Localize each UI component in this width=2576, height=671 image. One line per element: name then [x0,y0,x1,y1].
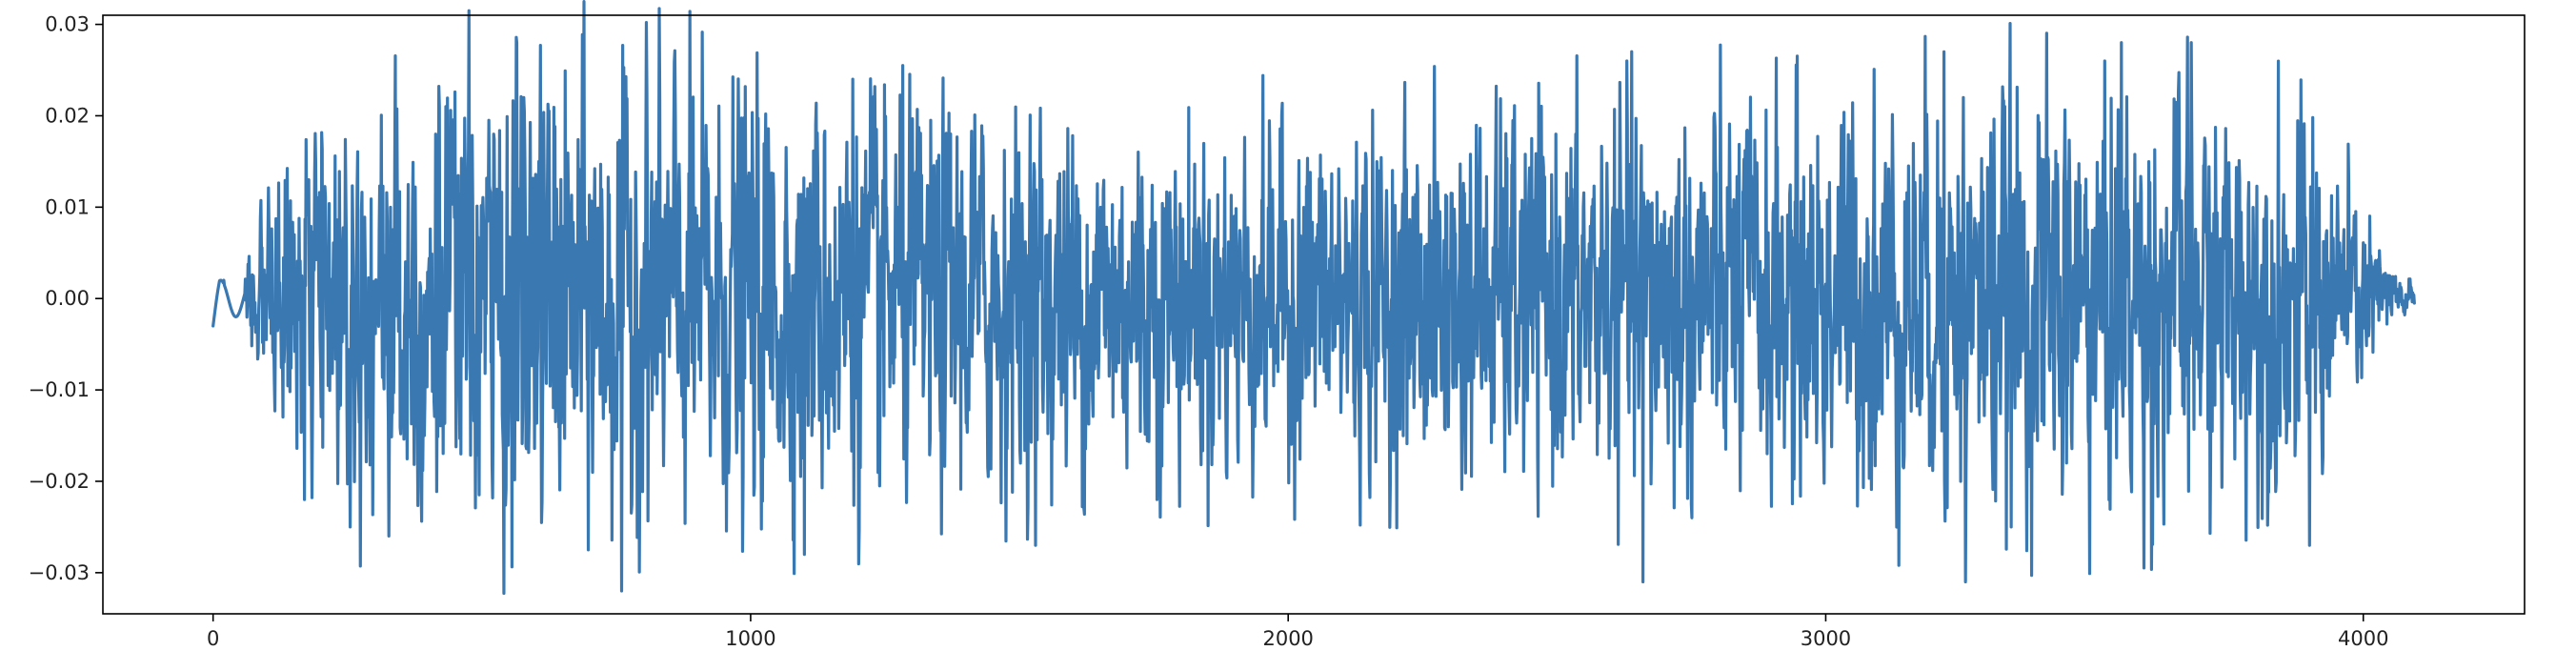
y-tick-label: 0.03 [45,13,90,36]
series-layer [211,0,2416,596]
x-tick-label: 3000 [1801,627,1851,650]
y-tick-label: 0.01 [45,195,90,218]
y-tick-label: −0.03 [29,561,90,584]
axes-frame [102,14,2526,615]
x-tick-label: 0 [207,627,219,650]
x-axis: 0 1000 2000 3000 4000 [207,614,2388,650]
x-tick-label: 1000 [725,627,775,650]
y-axis: −0.03 −0.02 −0.01 0.00 0.01 0.02 0.03 [29,13,103,584]
x-tick-label: 4000 [2338,627,2388,650]
series-line [211,0,2416,596]
y-tick-label: 0.02 [45,104,90,127]
y-tick-label: −0.01 [29,378,90,401]
x-tick-label: 2000 [1262,627,1313,650]
y-tick-label: 0.00 [45,287,90,310]
y-tick-label: −0.02 [29,470,90,493]
